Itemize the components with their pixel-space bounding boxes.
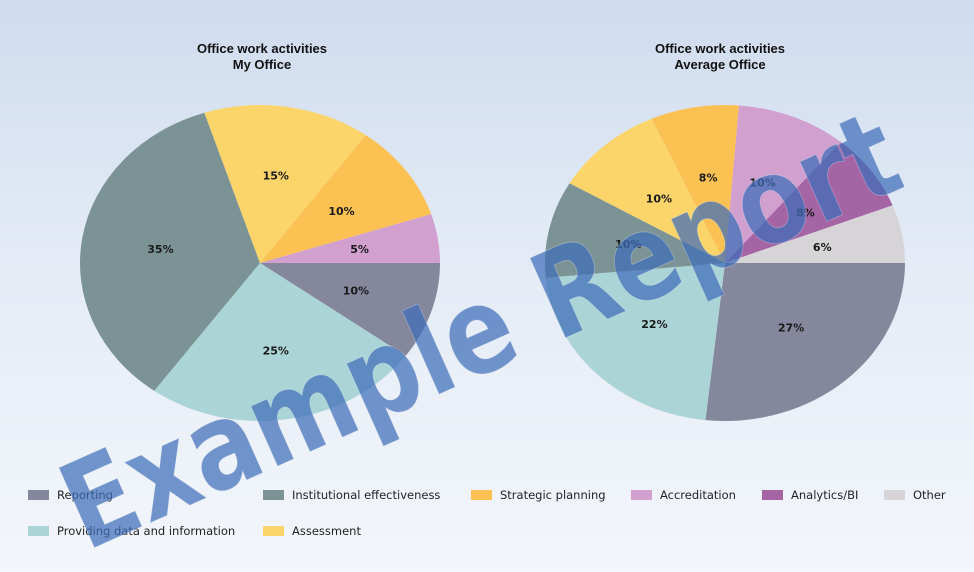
pie-data-label-strategic-planning: 10% xyxy=(328,205,354,218)
pie-data-label-reporting: 27% xyxy=(778,322,804,335)
legend-label: Assessment xyxy=(292,524,361,538)
pie-data-label-analytics-bi: 8% xyxy=(796,206,815,219)
legend-swatch xyxy=(263,526,284,536)
legend-item-reporting: Reporting xyxy=(28,488,113,502)
pie-data-label-strategic-planning: 8% xyxy=(699,171,718,184)
pie-slice-institutional-effectiveness xyxy=(545,183,725,278)
pie-data-label-other: 6% xyxy=(813,241,832,254)
legend-swatch xyxy=(884,490,905,500)
pie-data-label-institutional-effectiveness: 10% xyxy=(615,238,641,251)
legend-label: Providing data and information xyxy=(57,524,236,538)
chart-title-line-2: My Office xyxy=(232,57,292,72)
legend-label: Strategic planning xyxy=(500,488,606,502)
pie-data-label-assessment: 10% xyxy=(646,192,672,205)
pie-slice-strategic-planning xyxy=(651,105,739,263)
legend-swatch xyxy=(471,490,492,500)
legend-item-assessment: Assessment xyxy=(263,524,361,538)
pie-slice-reporting xyxy=(705,263,905,422)
chart-title-average-office: Office work activities Average Office xyxy=(590,41,850,73)
pie-data-label-reporting: 10% xyxy=(343,284,369,297)
legend-label: Analytics/BI xyxy=(791,488,859,502)
pie-slice-providing-data-and-information xyxy=(154,263,406,421)
pie-data-label-accreditation: 10% xyxy=(749,177,775,190)
pie-slice-strategic-planning xyxy=(260,135,432,263)
pie-data-label-providing-data-and-information: 22% xyxy=(641,318,667,331)
pie-slice-providing-data-and-information xyxy=(545,263,725,421)
chart-title-line-1: Office work activities xyxy=(196,41,328,56)
legend-label: Reporting xyxy=(57,488,113,502)
legend-label: Accreditation xyxy=(660,488,736,502)
pie-slice-reporting xyxy=(260,263,440,356)
legend-item-analytics-bi: Analytics/BI xyxy=(762,488,858,502)
pie-slice-assessment xyxy=(569,118,725,263)
pie-slice-analytics-bi xyxy=(725,142,893,263)
pie-slice-assessment xyxy=(204,104,366,263)
pie-data-label-institutional-effectiveness: 35% xyxy=(147,243,173,256)
legend-item-providing-data-and-information: Providing data and information xyxy=(28,524,235,538)
legend-item-other: Other xyxy=(884,488,946,502)
legend-item-strategic-planning: Strategic planning xyxy=(471,488,606,502)
pie-slice-other xyxy=(725,205,905,263)
chart-title-line-2: Average Office xyxy=(674,57,766,72)
chart-title-line-1: Office work activities xyxy=(654,41,786,56)
legend-swatch xyxy=(263,490,284,500)
pie-data-label-providing-data-and-information: 25% xyxy=(263,344,289,357)
pie-slice-accreditation xyxy=(725,105,841,263)
legend-swatch xyxy=(762,490,783,500)
legend-swatch xyxy=(631,490,652,500)
pie-data-label-assessment: 15% xyxy=(263,170,289,183)
pie-slice-institutional-effectiveness xyxy=(80,112,260,391)
legend-item-accreditation: Accreditation xyxy=(631,488,736,502)
chart-title-my-office: Office work activities My Office xyxy=(132,41,392,73)
legend-label: Other xyxy=(913,488,946,502)
legend-label: Institutional effectiveness xyxy=(292,488,441,502)
legend-swatch xyxy=(28,526,49,536)
legend-item-institutional-effectiveness: Institutional effectiveness xyxy=(263,488,440,502)
pie-slice-accreditation xyxy=(260,214,440,263)
legend-swatch xyxy=(28,490,49,500)
pie-data-label-accreditation: 5% xyxy=(350,243,369,256)
